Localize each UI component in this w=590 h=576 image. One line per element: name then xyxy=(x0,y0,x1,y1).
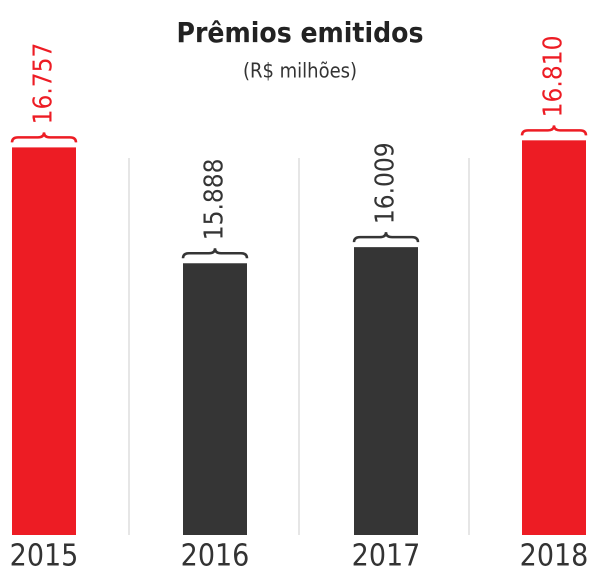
bar xyxy=(522,140,586,536)
bar xyxy=(12,147,76,535)
chart-title: Prêmios emitidos xyxy=(177,16,424,49)
bar xyxy=(183,263,247,535)
brace xyxy=(520,125,588,136)
value-label: 15.888 xyxy=(200,158,230,240)
brace xyxy=(181,248,249,259)
x-tick-label: 2015 xyxy=(10,539,79,574)
value-label: 16.757 xyxy=(29,43,59,125)
separators xyxy=(128,158,470,535)
x-tick-label: 2018 xyxy=(520,539,589,574)
value-label: 16.009 xyxy=(371,142,401,224)
bar xyxy=(354,247,418,535)
value-label: 16.810 xyxy=(539,36,569,118)
brace xyxy=(10,132,78,143)
chart-subtitle: (R$ milhões) xyxy=(243,59,357,83)
x-tick-label: 2016 xyxy=(181,539,250,574)
brace xyxy=(352,232,420,243)
x-tick-label: 2017 xyxy=(352,539,421,574)
